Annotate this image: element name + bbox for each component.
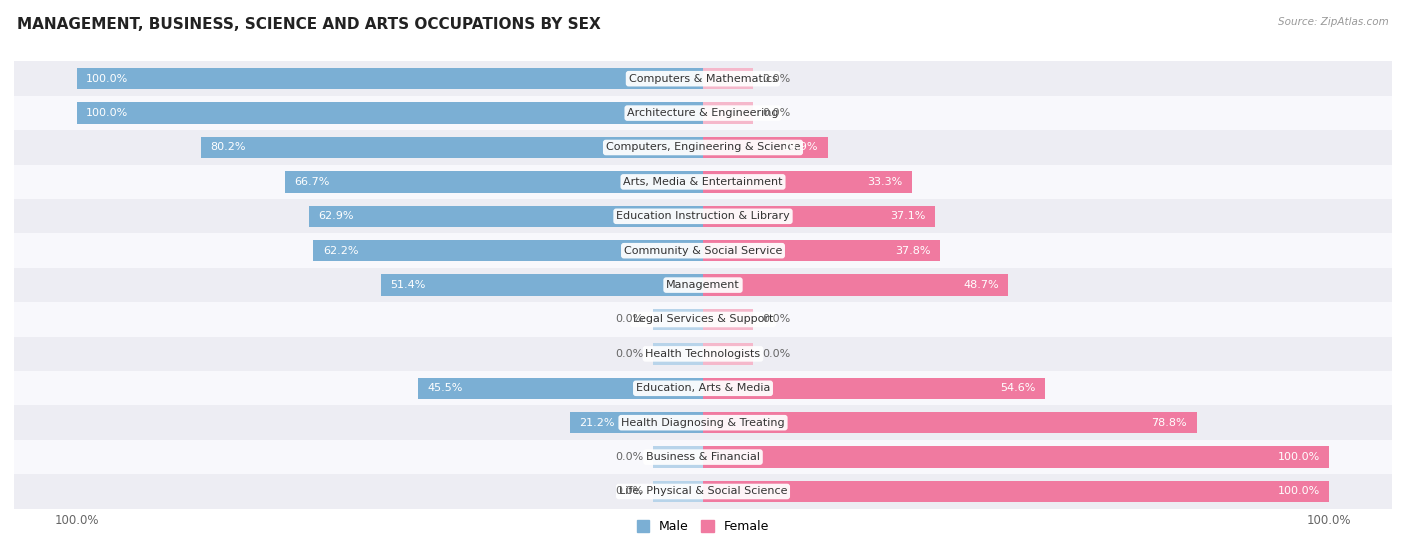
- Bar: [14, 165, 1392, 199]
- Bar: [77, 102, 703, 124]
- Text: Architecture & Engineering: Architecture & Engineering: [627, 108, 779, 118]
- Bar: [703, 274, 1008, 296]
- Text: 0.0%: 0.0%: [762, 74, 790, 84]
- Text: 33.3%: 33.3%: [868, 177, 903, 187]
- Text: Community & Social Service: Community & Social Service: [624, 246, 782, 255]
- Text: 0.0%: 0.0%: [616, 315, 644, 324]
- Text: 37.8%: 37.8%: [894, 246, 931, 255]
- Bar: [14, 234, 1392, 268]
- Bar: [14, 337, 1392, 371]
- Bar: [14, 474, 1392, 509]
- Bar: [703, 206, 935, 227]
- Bar: [652, 447, 703, 468]
- Bar: [652, 343, 703, 364]
- Text: 48.7%: 48.7%: [963, 280, 998, 290]
- Text: 66.7%: 66.7%: [295, 177, 330, 187]
- Bar: [703, 447, 1329, 468]
- Bar: [703, 171, 911, 192]
- Bar: [703, 137, 828, 158]
- Bar: [314, 240, 703, 262]
- Text: 62.2%: 62.2%: [323, 246, 359, 255]
- Bar: [703, 412, 1197, 433]
- Text: 100.0%: 100.0%: [1278, 452, 1320, 462]
- Text: 54.6%: 54.6%: [1000, 383, 1036, 394]
- Bar: [14, 61, 1392, 96]
- Text: Computers, Engineering & Science: Computers, Engineering & Science: [606, 143, 800, 153]
- Text: Legal Services & Support: Legal Services & Support: [633, 315, 773, 324]
- Bar: [652, 309, 703, 330]
- Bar: [703, 343, 754, 364]
- Text: 45.5%: 45.5%: [427, 383, 463, 394]
- Bar: [703, 102, 754, 124]
- Bar: [14, 199, 1392, 234]
- Text: 0.0%: 0.0%: [616, 349, 644, 359]
- Text: 19.9%: 19.9%: [783, 143, 818, 153]
- Bar: [703, 240, 939, 262]
- Bar: [571, 412, 703, 433]
- Text: Health Diagnosing & Treating: Health Diagnosing & Treating: [621, 418, 785, 428]
- Bar: [309, 206, 703, 227]
- Bar: [703, 378, 1045, 399]
- Bar: [201, 137, 703, 158]
- Text: 0.0%: 0.0%: [762, 349, 790, 359]
- Bar: [703, 309, 754, 330]
- Text: Education Instruction & Library: Education Instruction & Library: [616, 211, 790, 221]
- Text: Computers & Mathematics: Computers & Mathematics: [628, 74, 778, 84]
- Bar: [285, 171, 703, 192]
- Bar: [14, 268, 1392, 302]
- Text: 0.0%: 0.0%: [762, 315, 790, 324]
- Text: 80.2%: 80.2%: [209, 143, 246, 153]
- Text: Arts, Media & Entertainment: Arts, Media & Entertainment: [623, 177, 783, 187]
- Bar: [652, 481, 703, 502]
- Text: Business & Financial: Business & Financial: [645, 452, 761, 462]
- Text: Education, Arts & Media: Education, Arts & Media: [636, 383, 770, 394]
- Text: 100.0%: 100.0%: [86, 74, 128, 84]
- Bar: [703, 481, 1329, 502]
- Bar: [14, 405, 1392, 440]
- Text: MANAGEMENT, BUSINESS, SCIENCE AND ARTS OCCUPATIONS BY SEX: MANAGEMENT, BUSINESS, SCIENCE AND ARTS O…: [17, 17, 600, 32]
- Text: 37.1%: 37.1%: [890, 211, 927, 221]
- Text: Management: Management: [666, 280, 740, 290]
- Text: 0.0%: 0.0%: [616, 452, 644, 462]
- Text: 78.8%: 78.8%: [1152, 418, 1187, 428]
- Text: 21.2%: 21.2%: [579, 418, 614, 428]
- Bar: [14, 440, 1392, 474]
- Bar: [418, 378, 703, 399]
- Text: 62.9%: 62.9%: [318, 211, 354, 221]
- Bar: [381, 274, 703, 296]
- Bar: [14, 130, 1392, 165]
- Bar: [77, 68, 703, 89]
- Text: 100.0%: 100.0%: [86, 108, 128, 118]
- Bar: [14, 371, 1392, 405]
- Text: Source: ZipAtlas.com: Source: ZipAtlas.com: [1278, 17, 1389, 27]
- Text: 0.0%: 0.0%: [762, 108, 790, 118]
- Text: Life, Physical & Social Science: Life, Physical & Social Science: [619, 486, 787, 496]
- Text: 100.0%: 100.0%: [1278, 486, 1320, 496]
- Text: 0.0%: 0.0%: [616, 486, 644, 496]
- Bar: [14, 96, 1392, 130]
- Text: 51.4%: 51.4%: [391, 280, 426, 290]
- Bar: [703, 68, 754, 89]
- Legend: Male, Female: Male, Female: [631, 515, 775, 538]
- Text: Health Technologists: Health Technologists: [645, 349, 761, 359]
- Bar: [14, 302, 1392, 337]
